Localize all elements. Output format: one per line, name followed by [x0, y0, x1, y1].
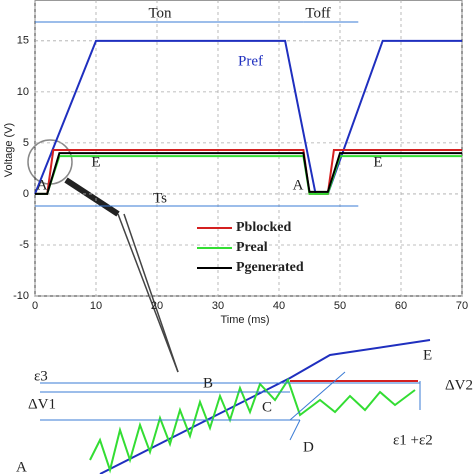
annotation: E	[91, 154, 100, 170]
x-axis-label: Time (ms)	[220, 314, 269, 326]
inset	[40, 339, 431, 474]
inset-label: C	[262, 399, 272, 415]
annotation: A	[37, 177, 48, 193]
inset-label: D	[303, 439, 314, 455]
inset-label: E	[423, 347, 432, 363]
y-tick-label: 0	[23, 188, 29, 200]
x-tick-label: 0	[32, 300, 38, 312]
inset-label: ΔV1	[28, 396, 56, 412]
annotation: E	[373, 154, 382, 170]
y-tick-label: 5	[23, 137, 29, 149]
x-tick-label: 40	[273, 300, 285, 312]
legend-label: Pblocked	[236, 220, 291, 235]
annotation: Ton	[148, 5, 172, 21]
y-tick-label: -10	[13, 290, 29, 302]
y-tick-label: -5	[19, 239, 29, 251]
annotation: Toff	[305, 5, 330, 21]
plot-frame	[34, 0, 463, 297]
y-tick-label: 10	[17, 86, 29, 98]
inset-label: B	[203, 375, 213, 391]
x-tick-label: 60	[395, 300, 407, 312]
x-tick-label: 70	[456, 300, 468, 312]
y-axis-label: Voltage (V)	[3, 123, 15, 177]
annotation: A	[293, 177, 304, 193]
legend-label: Pgenerated	[236, 260, 304, 275]
annotation: Ts	[153, 190, 167, 206]
x-tick-label: 20	[151, 300, 163, 312]
series-label: Pref	[238, 53, 263, 69]
x-tick-label: 10	[90, 300, 102, 312]
inset-label: ε3	[34, 368, 48, 384]
x-tick-label: 30	[212, 300, 224, 312]
inset-label: ΔV2	[445, 377, 473, 393]
series-line	[35, 152, 462, 195]
y-tick-label: 15	[17, 35, 29, 47]
x-tick-label: 50	[334, 300, 346, 312]
inset-label: A	[16, 459, 27, 474]
inset-label: ε1 +ε2	[393, 432, 433, 448]
legend-label: Preal	[236, 240, 268, 255]
